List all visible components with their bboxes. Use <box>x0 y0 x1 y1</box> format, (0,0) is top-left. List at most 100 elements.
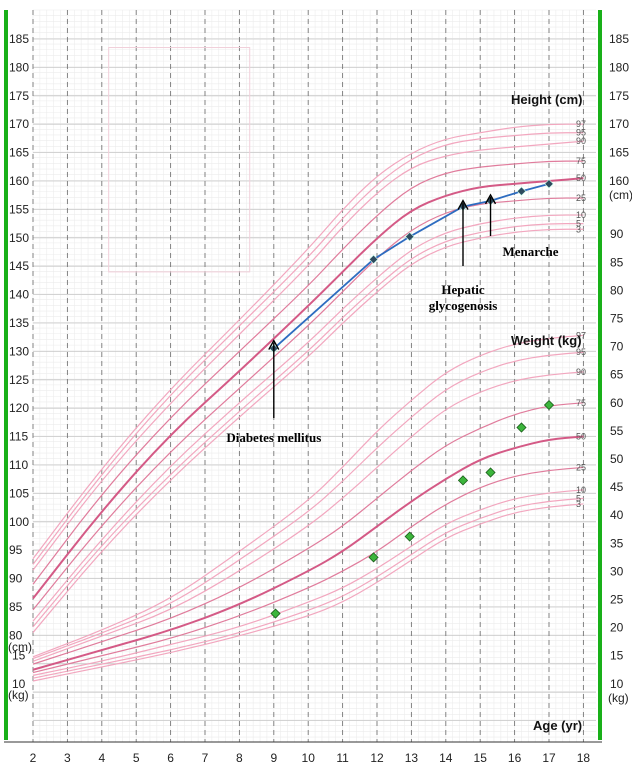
right-weight-tick: 85 <box>610 255 624 269</box>
right-weight-tick: 45 <box>610 480 624 494</box>
x-tick-label: 16 <box>508 751 522 765</box>
left-height-unit: (cm) <box>8 640 32 654</box>
left-height-tick: 100 <box>9 515 29 529</box>
height-p97-curve <box>32 123 584 560</box>
weight-p95-curve <box>32 351 584 660</box>
height-percentile-label: 5 <box>576 219 581 229</box>
patient-height-point <box>544 179 554 189</box>
hepatic-arrowhead <box>457 199 469 210</box>
inner-box <box>108 47 251 273</box>
right-height-tick: 180 <box>609 60 629 74</box>
x-tick-label: 6 <box>167 751 174 765</box>
grid <box>32 9 596 742</box>
left-height-tick: 125 <box>9 373 29 387</box>
left-height-tick: 150 <box>9 231 29 245</box>
x-tick-label: 14 <box>439 751 453 765</box>
x-tick-label: 10 <box>302 751 316 765</box>
height-percentile-label: 25 <box>576 193 586 203</box>
weight-p90-curve <box>32 371 584 662</box>
patient-weight-point <box>368 552 379 563</box>
x-tick-label: 9 <box>270 751 277 765</box>
patient-height-point <box>368 254 379 265</box>
left-height-tick: 160 <box>9 174 29 188</box>
patient-weight-point <box>457 475 469 486</box>
right-height-tick: 160 <box>609 174 629 188</box>
left-height-tick: 140 <box>9 288 29 302</box>
x-tick-label: 17 <box>542 751 556 765</box>
weight-p75-curve <box>32 402 584 665</box>
weight-percentile-label: 3 <box>576 499 581 509</box>
right-height-tick: 165 <box>609 146 629 160</box>
right-weight-unit: (kg) <box>608 691 629 705</box>
height-p90-curve <box>32 140 584 571</box>
right-weight-tick: 90 <box>610 227 624 241</box>
patient-height-point <box>516 186 527 196</box>
height-percentile-label: 97 <box>576 119 586 129</box>
left-height-tick: 80 <box>9 628 23 642</box>
right-weight-tick: 70 <box>610 340 624 354</box>
right-weight-tick: 55 <box>610 424 624 438</box>
patient-height-point <box>405 231 415 242</box>
right-weight-tick: 65 <box>610 368 624 382</box>
right-height-unit: (cm) <box>609 188 632 202</box>
weight-p97-curve <box>32 334 584 658</box>
weight-percentile-label: 75 <box>576 398 586 408</box>
weight-p5-curve <box>32 497 584 679</box>
weight-percentile-label: 25 <box>576 462 586 472</box>
right-weight-tick: 40 <box>610 508 624 522</box>
age-axis-title: Age (yr) <box>533 718 582 733</box>
left-height-tick: 90 <box>9 572 23 586</box>
left-weight-tick: 15 <box>12 649 26 663</box>
right-height-tick: 185 <box>609 32 629 46</box>
weight-percentile-label: 10 <box>576 485 586 495</box>
annotation-diabetes-mellitus: Diabetes mellitus <box>226 430 321 445</box>
left-height-tick: 95 <box>9 543 23 557</box>
x-tick-label: 8 <box>236 751 243 765</box>
axes: 2 3 4 5 6 7 8 9 10 11 12 13 14 15 16 17 1818518017517016… <box>8 32 632 765</box>
x-tick-label: 13 <box>405 751 419 765</box>
left-height-tick: 180 <box>9 60 29 74</box>
weight-percentile-label: 95 <box>576 347 586 357</box>
x-tick-label: 12 <box>370 751 384 765</box>
right-frame-bar <box>598 10 602 740</box>
left-height-tick: 110 <box>9 458 28 472</box>
height-p5-curve <box>32 222 584 628</box>
diabetes-arrowhead <box>268 339 280 350</box>
x-tick-label: 7 <box>202 751 209 765</box>
annotation-hepatic-glycogenosis: glycogenosis <box>429 298 498 313</box>
left-height-tick: 135 <box>9 316 29 330</box>
patient-weight-point <box>543 399 555 411</box>
left-height-tick: 145 <box>9 259 29 273</box>
weight-percentile-label: 50 <box>576 432 586 442</box>
height-percentile-label: 3 <box>576 224 581 234</box>
x-tick-label: 5 <box>133 751 140 765</box>
weight-p10-curve <box>32 489 584 676</box>
patient-weight-point <box>270 608 281 619</box>
height-percentile-label: 90 <box>576 136 586 146</box>
height-p3-curve <box>32 228 584 633</box>
patient-weight-point <box>516 422 527 433</box>
left-weight-unit: (kg) <box>8 688 29 702</box>
height-p10-curve <box>32 214 584 622</box>
right-weight-tick: 60 <box>610 396 624 410</box>
left-height-tick: 115 <box>9 430 28 444</box>
left-height-tick: 170 <box>9 117 29 131</box>
right-height-tick: 175 <box>609 89 629 103</box>
right-weight-tick: 15 <box>610 649 624 663</box>
weight-percentile-label: 97 <box>576 330 586 340</box>
left-height-tick: 85 <box>9 600 23 614</box>
x-tick-label: 11 <box>336 751 349 765</box>
height-percentile-label: 50 <box>576 173 586 183</box>
right-height-tick: 170 <box>609 117 629 131</box>
annotation-menarche: Menarche <box>502 244 558 259</box>
left-weight-tick: 10 <box>12 677 26 691</box>
height-p50-curve <box>32 177 584 600</box>
height-p95-curve <box>32 132 584 565</box>
right-weight-tick: 30 <box>610 564 624 578</box>
height-percentile-label: 95 <box>576 128 586 138</box>
right-weight-tick: 10 <box>610 677 624 691</box>
right-weight-tick: 35 <box>610 536 624 550</box>
left-height-tick: 165 <box>9 146 29 160</box>
